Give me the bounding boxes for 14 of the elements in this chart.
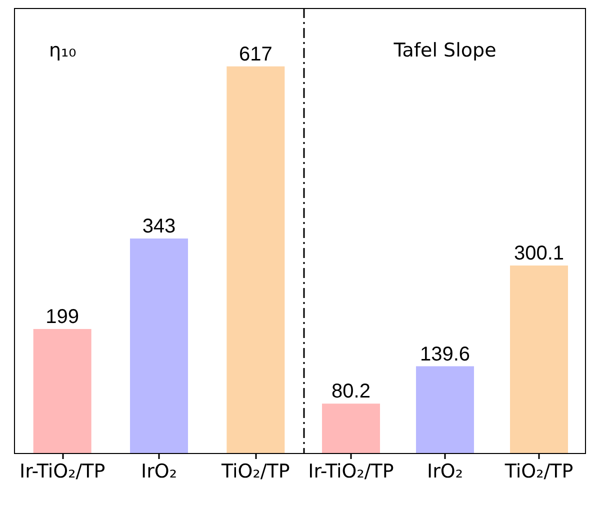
data-label: 80.2 [332,380,370,403]
data-label: 300.1 [514,242,564,264]
x-tick-label: TiO₂/TP [220,460,290,482]
data-label: 343 [142,216,176,238]
x-tick-label: TiO₂/TP [504,460,574,482]
x-tick-label: IrO₂ [427,460,463,482]
x-tick-label: Ir-TiO₂/TP [308,460,394,482]
data-label: 199 [46,306,80,328]
data-label: 617 [238,43,272,66]
x-tick-label: Ir-TiO₂/TP [20,460,106,482]
text: Tafel Slope [392,40,496,62]
text: η₁₀ [49,40,76,62]
x-tick-label: IrO₂ [141,460,177,482]
data-label: 139.6 [420,343,470,366]
